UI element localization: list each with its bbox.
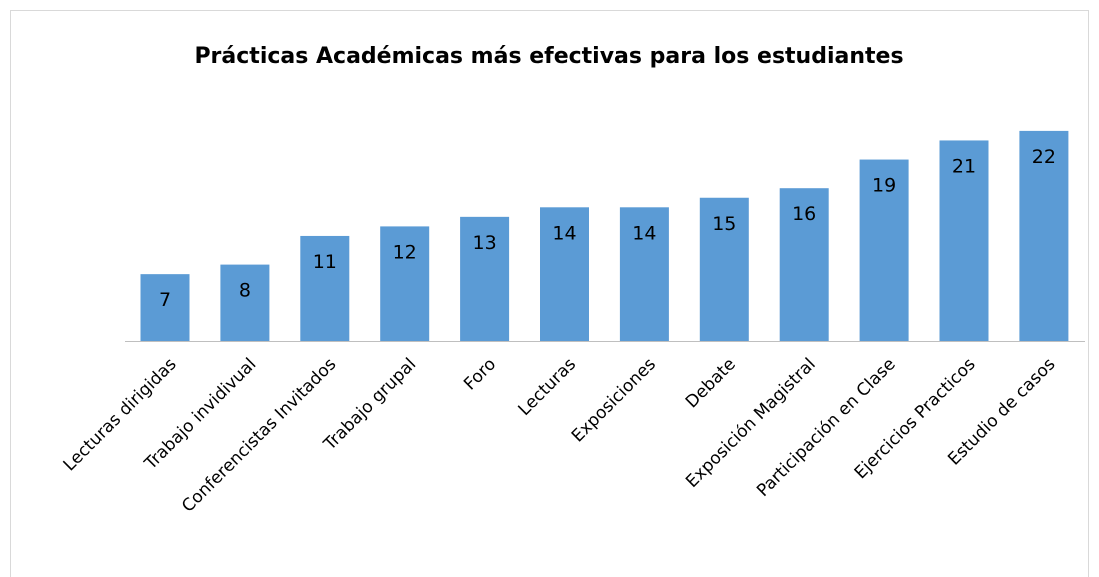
bar bbox=[939, 140, 989, 341]
data-label: 19 bbox=[872, 175, 896, 197]
bar bbox=[859, 159, 909, 341]
data-label: 14 bbox=[632, 222, 656, 244]
bar bbox=[699, 197, 749, 341]
data-label: 14 bbox=[552, 222, 576, 244]
data-label: 22 bbox=[1032, 146, 1056, 168]
bar bbox=[140, 274, 190, 341]
bar bbox=[1019, 130, 1069, 341]
bar bbox=[540, 207, 589, 341]
data-label: 12 bbox=[393, 241, 417, 263]
chart-title: Prácticas Académicas más efectivas para … bbox=[194, 44, 903, 69]
data-label: 7 bbox=[159, 289, 171, 311]
bar bbox=[300, 235, 350, 341]
bar bbox=[460, 216, 510, 341]
data-label: 8 bbox=[239, 280, 251, 302]
bar bbox=[380, 226, 430, 341]
data-label: 16 bbox=[792, 203, 816, 225]
data-label: 21 bbox=[952, 155, 976, 177]
data-label: 11 bbox=[313, 251, 337, 273]
data-label: 13 bbox=[473, 232, 497, 254]
bar bbox=[779, 188, 829, 341]
bar bbox=[220, 264, 270, 341]
data-label: 15 bbox=[712, 213, 736, 235]
bar bbox=[619, 207, 669, 341]
